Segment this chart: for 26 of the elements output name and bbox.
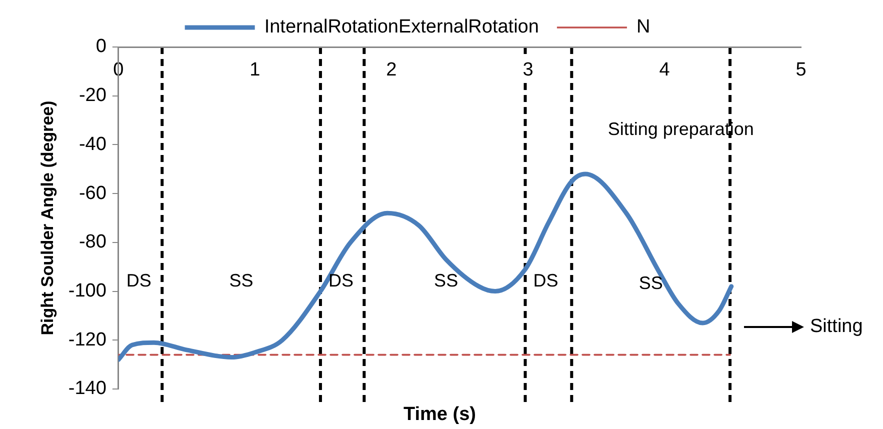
legend-label: N: [636, 16, 650, 38]
annotation: Sitting preparation: [608, 119, 754, 140]
y-axis-title: Right Soulder Angle (degree): [38, 100, 57, 336]
x-tick-label: 2: [386, 60, 397, 81]
annotation: DS: [328, 270, 354, 290]
annotation: SS: [434, 270, 458, 290]
annotation: SS: [638, 272, 663, 293]
y-tick-label: -100: [68, 280, 106, 302]
x-tick-label: 1: [250, 60, 260, 81]
text: Sitting: [810, 316, 863, 338]
y-tick-label: -140: [68, 378, 106, 400]
annotation: DS: [126, 270, 152, 290]
y-tick-label: -80: [78, 232, 106, 253]
y-tick-label: -120: [68, 329, 106, 350]
x-tick-label: 4: [659, 60, 670, 81]
y-tick-label: -60: [78, 182, 106, 204]
x-axis-title: Time (s): [403, 404, 476, 426]
annotation: DS: [533, 270, 558, 290]
y-tick-label: -20: [78, 85, 106, 106]
annotation: SS: [229, 270, 254, 290]
x-tick-label: 5: [796, 60, 806, 81]
x-tick-label: 3: [522, 60, 534, 81]
legend-label: InternalRotationExternalRotation: [264, 16, 539, 38]
y-tick-label: -40: [78, 134, 106, 155]
line-series: [118, 172, 734, 362]
y-tick-label: 0: [96, 36, 106, 58]
